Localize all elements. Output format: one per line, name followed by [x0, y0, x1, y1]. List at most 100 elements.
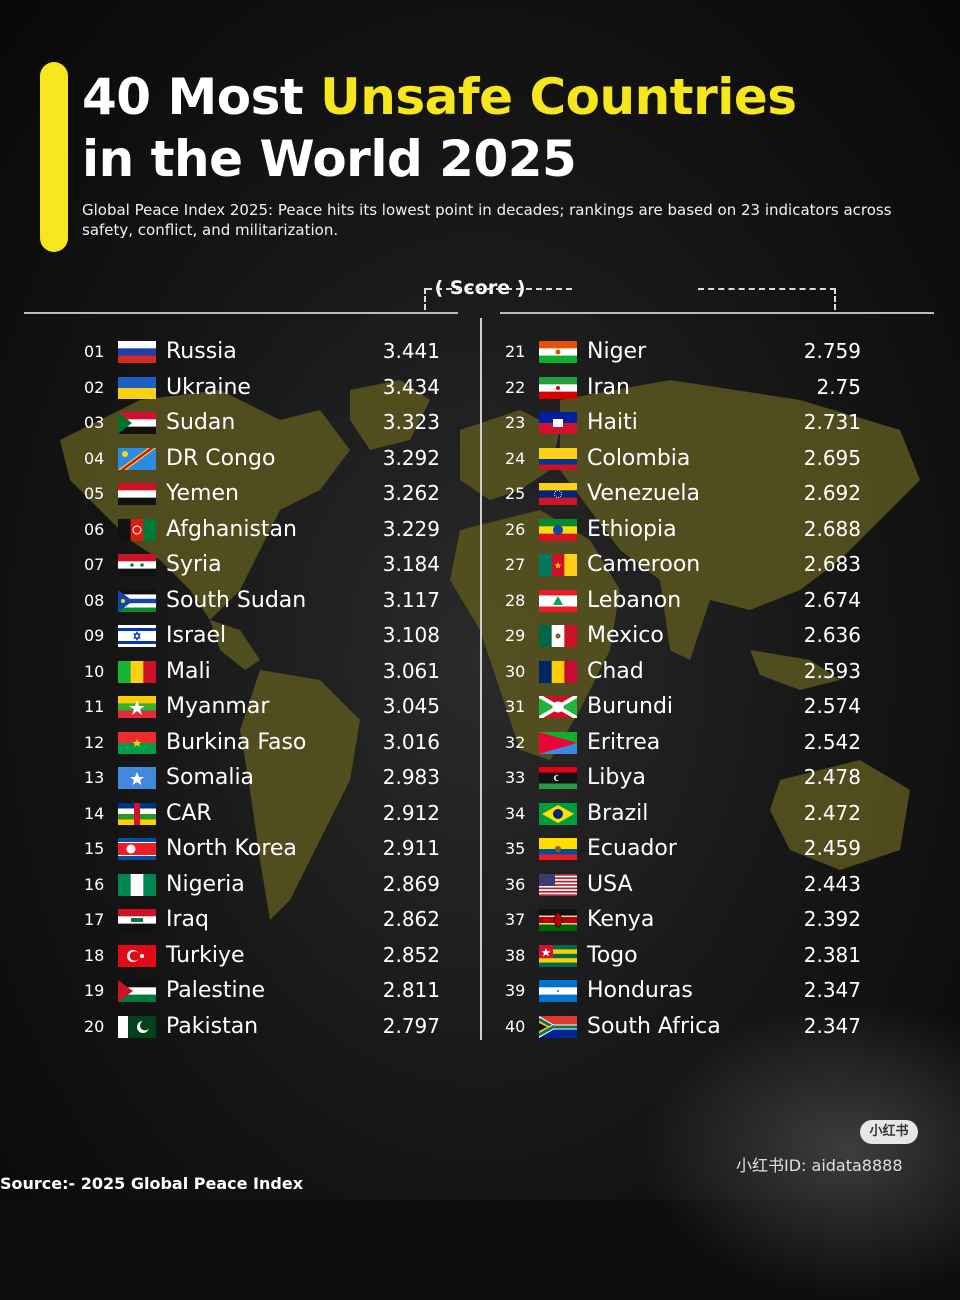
country-name: South Africa [587, 1013, 721, 1039]
ranking-row: 23 Haiti 2.731 [505, 405, 865, 441]
ranking-row: 38 Togo 2.381 [505, 938, 865, 974]
rank-number: 17 [84, 910, 105, 929]
ranking-row: 26 Ethiopia 2.688 [505, 512, 865, 548]
watermark-badge: 小红书 [860, 1120, 918, 1144]
country-name: Russia [166, 339, 237, 364]
ranking-row: 22 Iran 2.75 [505, 370, 865, 406]
peace-index-score: 2.862 [382, 907, 440, 931]
rank-number: 27 [505, 555, 526, 574]
peace-index-score: 3.108 [382, 623, 440, 647]
score-bracket-left [426, 288, 572, 290]
libya-flag-icon [539, 767, 577, 789]
country-name: Mexico [587, 623, 664, 648]
somalia-flag-icon [118, 767, 156, 789]
peace-index-score: 3.229 [382, 516, 440, 541]
rank-number: 25 [505, 484, 526, 503]
iran-flag-icon [539, 376, 577, 399]
page-title: 40 Most Unsafe Countries in the World 20… [82, 66, 797, 190]
peace-index-score: 3.184 [382, 552, 440, 576]
mali-flag-icon [118, 660, 156, 683]
peace-index-score: 3.016 [382, 729, 440, 754]
peace-index-score: 2.983 [382, 765, 440, 789]
peace-index-score: 2.347 [803, 978, 861, 1002]
ranking-row: 08 undefined South Sudan 3.117 [84, 583, 444, 619]
ranking-row: 37 Kenya 2.392 [505, 902, 865, 938]
peace-index-score: 2.636 [803, 623, 861, 647]
ranking-row: 27 Cameroon 2.683 [505, 547, 865, 583]
ukraine-flag-icon [118, 376, 156, 399]
rank-number: 13 [84, 768, 105, 787]
peace-index-score: 3.323 [382, 410, 440, 434]
peace-index-score: 2.347 [803, 1013, 861, 1038]
ranking-row: 01 Russia 3.441 [84, 334, 444, 370]
peace-index-score: 2.683 [803, 552, 861, 576]
country-name: North Korea [166, 836, 297, 861]
pakistan-flag-icon [118, 1015, 156, 1038]
rank-number: 20 [84, 1016, 105, 1036]
afghanistan-flag-icon [118, 518, 156, 541]
rank-number: 39 [505, 981, 526, 1000]
rank-number: 28 [505, 590, 526, 610]
country-name: Palestine [166, 978, 266, 1003]
rank-number: 06 [84, 519, 105, 539]
country-name: Israel [166, 623, 227, 648]
rank-number: 21 [505, 342, 526, 361]
peace-index-score: 2.912 [382, 800, 440, 825]
ranking-row: 36 USA 2.443 [505, 867, 865, 903]
turkiye-flag-icon [118, 944, 156, 967]
peace-index-score: 2.542 [803, 729, 861, 754]
rank-number: 03 [84, 413, 105, 432]
country-name: Brazil [587, 800, 649, 826]
ranking-column-left: 01 Russia 3.441 02 Ukraine 3.434 03 Sudan 3.323 0… [84, 334, 444, 1044]
ranking-row: 03 Sudan 3.323 [84, 405, 444, 441]
ranking-row: 15 North Korea 2.911 [84, 831, 444, 867]
car-flag-icon [118, 802, 156, 825]
rank-number: 02 [84, 377, 105, 397]
rank-number: 31 [505, 697, 526, 716]
rank-number: 10 [84, 661, 105, 681]
ranking-row: 34 Brazil 2.472 [505, 796, 865, 832]
usa-flag-icon [539, 873, 577, 896]
syria-flag-icon [118, 554, 156, 576]
title-line1: 40 Most [82, 68, 321, 126]
country-name: Lebanon [587, 587, 682, 613]
column-divider [480, 318, 482, 1040]
country-name: Cameroon [587, 552, 701, 577]
ranking-row: 28 Lebanon 2.674 [505, 583, 865, 619]
country-name: Burkina Faso [166, 729, 307, 755]
country-name: Myanmar [166, 694, 270, 719]
peace-index-score: 2.688 [803, 516, 861, 541]
country-name: Libya [587, 765, 646, 790]
rank-number: 38 [505, 945, 526, 965]
rank-number: 07 [84, 555, 105, 574]
peace-index-score: 2.392 [803, 907, 861, 931]
country-name: Sudan [166, 410, 236, 435]
country-name: Ethiopia [587, 516, 677, 542]
score-bracket-left-tick [424, 288, 426, 310]
title-line2: in the World 2025 [82, 130, 577, 188]
rank-number: 12 [84, 732, 105, 752]
country-name: Afghanistan [166, 516, 297, 542]
peace-index-score: 3.441 [382, 339, 440, 363]
israel-flag-icon [118, 625, 156, 647]
country-name: Chad [587, 658, 644, 684]
ranking-row: 35 Ecuador 2.459 [505, 831, 865, 867]
lebanon-flag-icon [539, 589, 577, 612]
rank-number: 18 [84, 945, 105, 965]
peace-index-score: 2.381 [803, 942, 861, 967]
country-name: Iran [587, 374, 630, 400]
rank-number: 04 [84, 448, 105, 468]
title-accent-bar [40, 62, 68, 252]
country-name: Togo [587, 942, 638, 968]
iraq-flag-icon [118, 909, 156, 931]
country-name: Pakistan [166, 1013, 259, 1039]
rank-number: 29 [505, 626, 526, 645]
ethiopia-flag-icon [539, 518, 577, 541]
ranking-row: 30 Chad 2.593 [505, 654, 865, 690]
rank-number: 40 [505, 1016, 526, 1036]
rank-number: 24 [505, 448, 526, 468]
country-name: Nigeria [166, 871, 245, 897]
ranking-row: 13 Somalia 2.983 [84, 760, 444, 796]
peace-index-score: 2.472 [803, 800, 861, 825]
peace-index-score: 2.674 [803, 587, 861, 612]
